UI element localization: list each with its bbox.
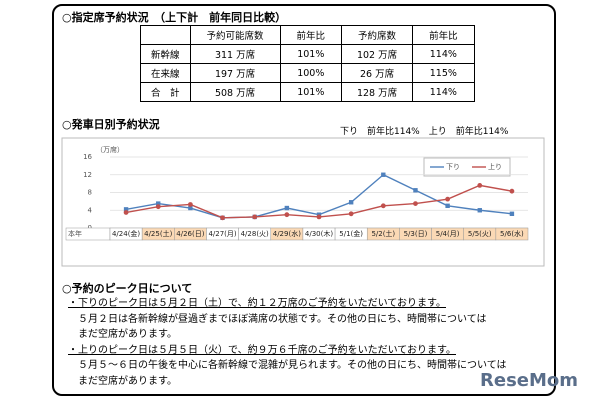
marker [220,215,225,221]
heading: ○指定席予約状況 （上下計 前年同日比較） [62,11,287,24]
x-tick-label: 4/28(火) [241,230,269,238]
logo: ReseMom [480,370,579,391]
y-axis-label: （万席） [96,145,124,154]
marker [188,205,193,211]
paragraph-line: ５月５～６日の午後を中心に各新幹線で混雑が見られます。その他の日にち、時間帯につ… [78,360,507,371]
x-tick-label: 4/26(日) [176,230,204,238]
x-tick-label: 5/3(日) [404,230,428,238]
y-tick-label: 4 [88,206,93,214]
paragraph-line: ・下りのピーク日は５月２日（土）で、約１２万席のご予約をいただいております。 [68,298,446,309]
marker [509,211,515,216]
table: 予約可能席数 前年比 予約席数 前年比 新幹線 311 万席 101% 102 万席 114% 在… [140,25,475,102]
marker [477,208,482,213]
paragraph-line: ・上りのピーク日は５月５日（火）で、約９万６千席のご予約をいただいております。 [68,344,456,356]
marker [477,183,483,188]
marker [187,202,193,207]
marker [348,200,354,205]
x-tick-label: 5/6(水) [500,229,524,238]
x-tick-label: 5/5(火) [468,230,492,238]
chart-frame [61,137,545,267]
x-tick-label: 5/1(金) [339,229,363,238]
x-tick-label: 4/24(金) [112,229,140,238]
marker [316,214,322,220]
frame [52,4,556,396]
marker [445,196,451,202]
category-cell [495,227,529,241]
marker [380,203,386,209]
chart-note: 下り 前年比114% 上り 前年比114% [340,127,509,137]
marker [284,212,290,218]
marker [284,205,290,211]
table-cell: 508 万席 [189,82,281,102]
marker [445,203,450,209]
marker [413,188,418,193]
marker [123,210,129,215]
x-tick-label: 4/29(水) [273,229,301,238]
marker [413,201,418,206]
table-cell: 合 計 [140,82,191,102]
marker [381,172,386,177]
row-label: 本年 [68,229,82,238]
legend-label: 上り [488,162,502,171]
table-cell: 114% [412,82,475,102]
paragraph-line: まだ空席があります。 [78,375,177,387]
marker [252,214,258,220]
x-tick-label: 4/27(月) [208,230,236,238]
x-tick-label: 4/30(木) [305,229,333,238]
marker [156,201,161,206]
x-tick-label: 4/25(土) [144,229,172,238]
heading: ○発車日別予約状況 [62,118,160,131]
paragraph-line: ５月２日は各新幹線が昼過ぎまでほぼ満席の状態です。その他の日にち、時間帯について… [78,313,487,325]
y-tick-label: 8 [88,189,92,197]
marker [155,204,161,210]
table-row: 合 計 508 万席 101% 128 万席 114% [140,82,475,102]
marker [348,211,354,217]
legend-label: 下り [446,163,460,171]
x-tick-label: 5/2(土) [371,229,395,238]
x-tick-label: 5/4(月) [436,230,460,238]
marker [509,188,515,194]
paragraph-line: まだ空席があります。 [78,329,177,340]
heading: ○予約のピーク日について [62,282,193,295]
table-cell: 128 万席 [341,82,414,102]
y-tick-label: 16 [83,153,92,161]
legend [423,157,511,177]
marker [123,207,129,212]
y-tick-label: 12 [83,171,92,179]
paragraphs: ・下りのピーク日は５月２日（土）で、約１２万席のご予約をいただいております。 ５月… [68,296,507,389]
